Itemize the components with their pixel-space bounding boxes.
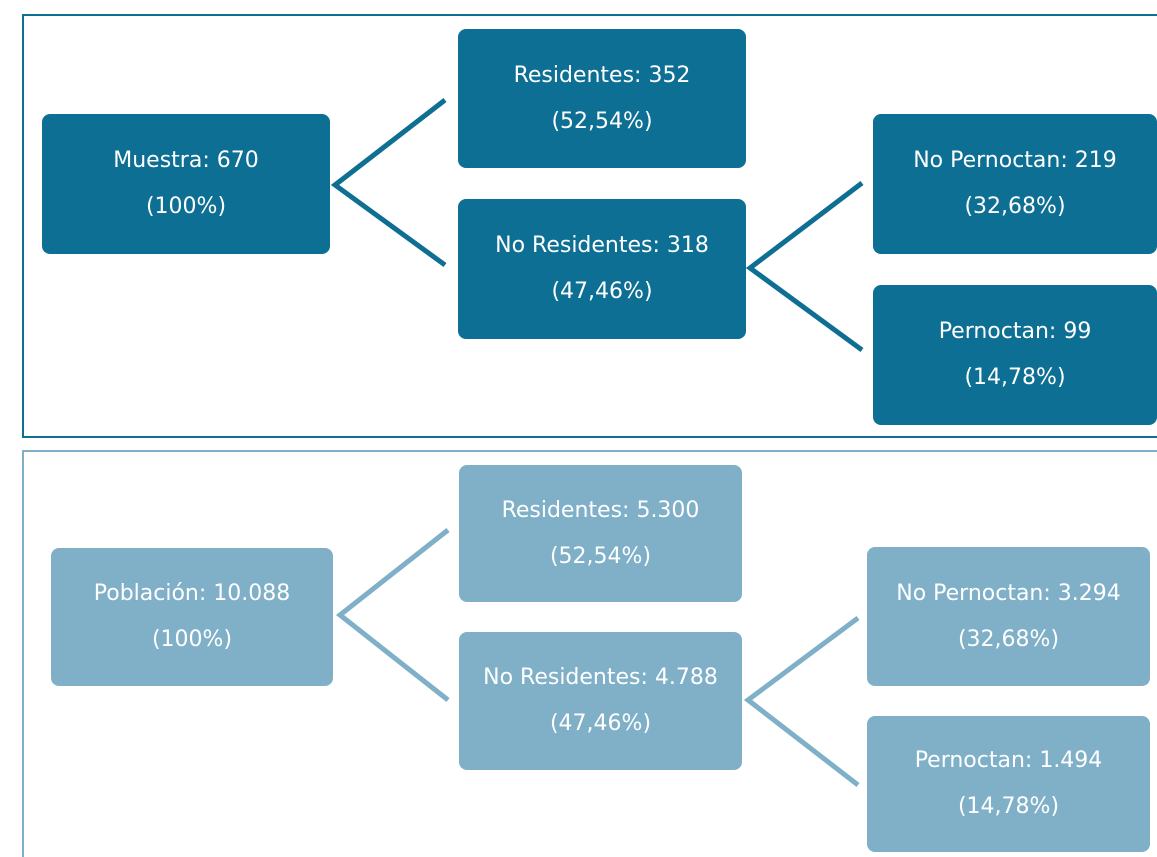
node-label: Residentes: 5.300: [501, 497, 700, 523]
node-label: No Pernoctan: 219: [913, 148, 1117, 174]
population-connectors: [335, 528, 860, 787]
sample-connectors: [330, 98, 864, 353]
node: No Residentes: 4.788 (47,46%): [459, 632, 742, 770]
node-label: Pernoctan: 99: [938, 319, 1092, 345]
connector: [330, 98, 447, 268]
node-label: Población: 10.088: [93, 581, 291, 607]
node-percent: (100%): [151, 627, 233, 652]
node-percent: (14,78%): [964, 365, 1066, 390]
node: Muestra: 670 (100%): [42, 114, 330, 254]
node: No Residentes: 318 (47,46%): [458, 199, 746, 339]
node-label: No Pernoctan: 3.294: [896, 580, 1121, 606]
node-label: Pernoctan: 1.494: [914, 748, 1103, 774]
node: Pernoctan: 1.494 (14,78%): [867, 716, 1150, 852]
node-percent: (52,54%): [551, 108, 653, 134]
connector: [743, 615, 860, 787]
node-percent: (52,54%): [549, 543, 652, 569]
node: No Pernoctan: 219 (32,68%): [873, 114, 1157, 254]
node-label: Residentes: 352: [513, 62, 691, 88]
node: Residentes: 352 (52,54%): [458, 29, 746, 168]
node-label: Muestra: 670: [113, 148, 259, 174]
node: No Pernoctan: 3.294 (32,68%): [867, 547, 1150, 686]
node-percent: (100%): [145, 194, 227, 219]
sample-panel: [22, 14, 1157, 438]
node-percent: (47,46%): [549, 711, 652, 736]
node-label: No Residentes: 318: [495, 233, 709, 259]
connector: [745, 181, 864, 353]
node-percent: (14,78%): [957, 794, 1060, 819]
connector: [335, 528, 450, 702]
node-percent: (32,68%): [957, 626, 1060, 652]
node-percent: (32,68%): [964, 194, 1066, 219]
population-panel: [22, 450, 1157, 857]
node-label: No Residentes: 4.788: [483, 665, 718, 691]
node-percent: (47,46%): [551, 279, 653, 304]
node: Pernoctan: 99 (14,78%): [873, 285, 1157, 425]
node: Residentes: 5.300 (52,54%): [459, 465, 742, 602]
node: Población: 10.088 (100%): [51, 548, 333, 686]
